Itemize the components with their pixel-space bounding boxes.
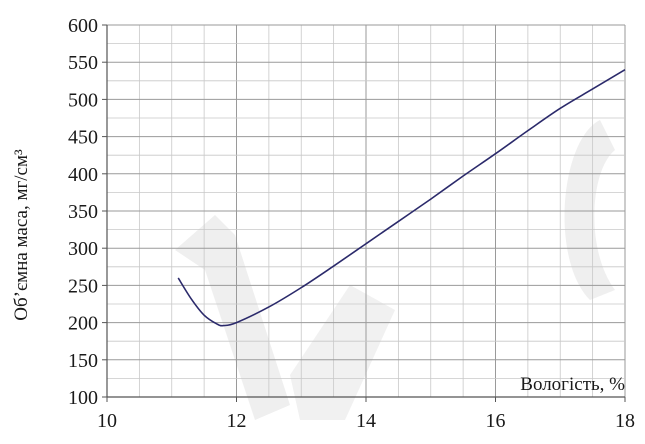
grid: [106, 24, 626, 398]
watermark-shape-c: [564, 120, 615, 300]
y-tick-label: 200: [68, 313, 98, 335]
axes: [102, 24, 626, 402]
watermark-shape-t: [175, 215, 290, 420]
x-tick-label: 16: [486, 410, 506, 432]
y-tick-label: 450: [68, 127, 98, 149]
y-tick-label: 150: [68, 350, 98, 372]
y-tick-label: 500: [68, 89, 98, 111]
y-tick-label: 400: [68, 164, 98, 186]
series-line: [177, 68, 626, 327]
watermark-shape-b: [290, 285, 395, 420]
x-tick-label: 10: [97, 410, 117, 432]
x-tick-label: 14: [356, 410, 376, 432]
y-tick-label: 300: [68, 238, 98, 260]
x-tick-labels: 10 12 14 16 18: [97, 410, 635, 432]
y-tick-labels: 100 150 200 250 300 350 400 450 500 550 600: [68, 15, 98, 409]
x-tick-label: 18: [615, 410, 635, 432]
y-axis-label: Об’ємна маса, мг/см³: [11, 149, 32, 321]
x-tick-label: 12: [227, 410, 247, 432]
y-tick-label: 250: [68, 275, 98, 297]
x-axis-label: Вологість, %: [520, 374, 625, 395]
y-tick-label: 350: [68, 201, 98, 223]
y-tick-label: 100: [68, 387, 98, 409]
y-tick-label: 600: [68, 15, 98, 37]
y-tick-label: 550: [68, 52, 98, 74]
